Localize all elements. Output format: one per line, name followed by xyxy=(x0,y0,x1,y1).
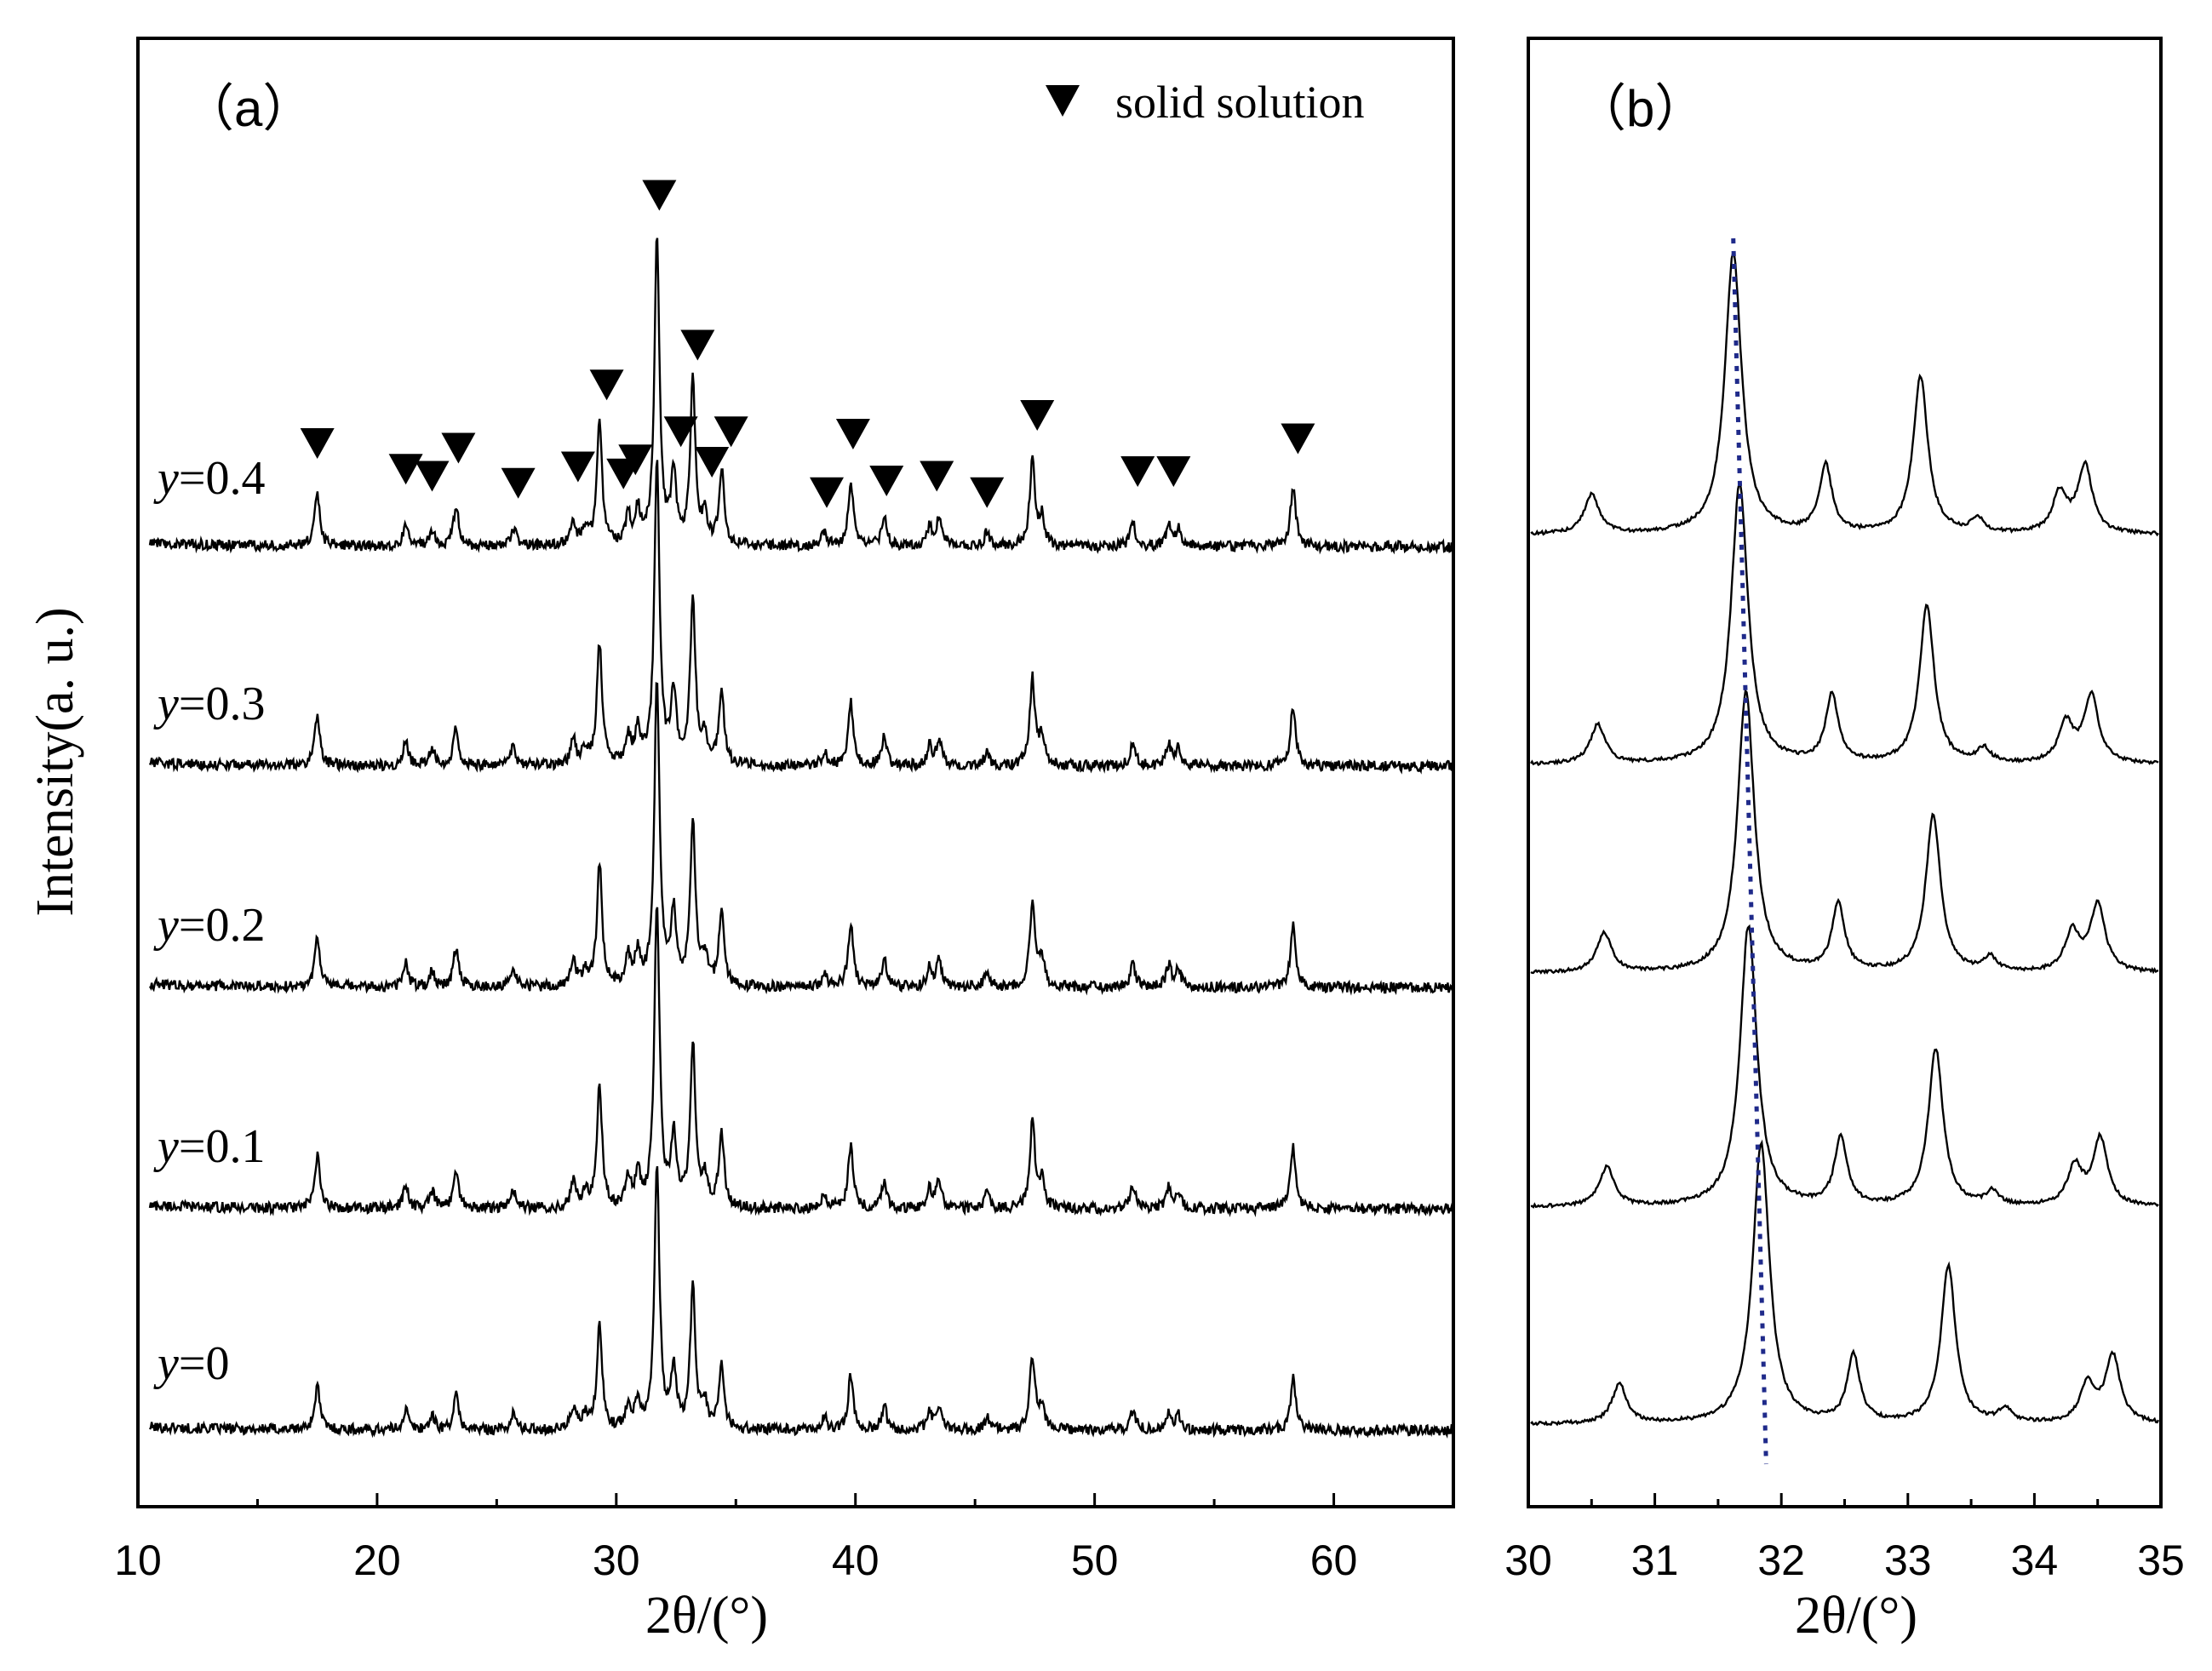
x-tick-label: 50 xyxy=(1071,1537,1119,1584)
panel-a-traces xyxy=(148,237,1455,1439)
panel-a-series-labels: y=0 y=0.1 y=0.2 y=0.3 y=0.4 xyxy=(153,452,265,1390)
x-tick-label: 10 xyxy=(114,1537,162,1584)
legend-marker xyxy=(1046,85,1080,117)
pattern-trace xyxy=(148,907,1454,1217)
solid-solution-marker xyxy=(713,416,748,448)
panel-b-label: （b） xyxy=(1575,80,1705,137)
x-tick-label: 35 xyxy=(2137,1537,2185,1584)
solid-solution-marker xyxy=(920,461,954,492)
solid-solution-marker xyxy=(501,467,536,499)
x-tick-label: 32 xyxy=(1757,1537,1805,1584)
solid-solution-marker xyxy=(1020,400,1055,431)
solid-solution-marker xyxy=(388,454,423,485)
panel-a: （a） solid solution 10 20 30 40 50 60 y=0 y=0.1… xyxy=(26,37,1455,1645)
solid-solution-marker xyxy=(810,477,845,508)
panel-a-markers xyxy=(300,180,1315,508)
pattern-trace xyxy=(148,682,1455,996)
panel-a-x-axis-title: 2θ/(°) xyxy=(645,1587,768,1645)
solid-solution-marker xyxy=(560,451,595,483)
legend-label: solid solution xyxy=(1115,77,1365,128)
solid-solution-marker xyxy=(1281,423,1315,455)
pattern-trace xyxy=(148,237,1455,555)
legend: solid solution xyxy=(1046,77,1365,128)
x-tick-label: 40 xyxy=(832,1537,880,1584)
series-label: y=0.3 xyxy=(153,678,265,730)
x-tick-label: 60 xyxy=(1310,1537,1358,1584)
zoom-trace xyxy=(1530,924,2159,1209)
zoom-trace xyxy=(1530,251,2159,537)
x-tick-label: 34 xyxy=(2011,1537,2059,1584)
x-tick-label: 30 xyxy=(1504,1537,1552,1584)
solid-solution-marker xyxy=(970,477,1005,508)
solid-solution-marker xyxy=(441,432,476,464)
solid-solution-marker xyxy=(680,329,715,361)
solid-solution-marker xyxy=(835,419,870,449)
solid-solution-marker xyxy=(415,461,450,492)
zoom-trace xyxy=(1530,1139,2160,1427)
panel-b-x-axis-title: 2θ/(°) xyxy=(1795,1587,1917,1645)
series-label: y=0.4 xyxy=(153,452,265,505)
solid-solution-marker xyxy=(695,447,730,478)
panel-a-label: （a） xyxy=(183,80,313,137)
x-tick-label: 33 xyxy=(1884,1537,1932,1584)
series-label: y=0.2 xyxy=(153,899,265,952)
panel-b-frame xyxy=(1527,37,2163,1508)
peak-shift-guide-line xyxy=(1731,237,1768,1465)
series-label: y=0.1 xyxy=(153,1120,265,1173)
solid-solution-marker xyxy=(869,466,904,496)
panel-b-traces xyxy=(1530,251,2160,1427)
solid-solution-marker xyxy=(1120,456,1155,487)
y-axis-title: Intensity(a. u.) xyxy=(26,607,84,916)
solid-solution-marker xyxy=(300,428,335,459)
solid-solution-marker xyxy=(642,180,677,211)
solid-solution-marker xyxy=(589,369,624,401)
panel-b-x-ticks: 30 31 32 33 34 35 xyxy=(1504,1493,2185,1584)
panel-a-x-ticks: 10 20 30 40 50 60 xyxy=(114,1493,1357,1584)
x-tick-label: 20 xyxy=(353,1537,401,1584)
pattern-trace xyxy=(148,460,1455,775)
pattern-trace xyxy=(148,1165,1454,1439)
panel-b: （b） 30 31 32 33 34 35 2θ/(°) xyxy=(1504,37,2185,1645)
zoom-trace xyxy=(1530,480,2159,766)
x-tick-label: 31 xyxy=(1631,1537,1679,1584)
series-label: y=0 xyxy=(153,1337,229,1390)
zoom-trace xyxy=(1530,688,2159,975)
solid-solution-marker xyxy=(663,416,698,448)
x-tick-label: 30 xyxy=(593,1537,640,1584)
solid-solution-marker xyxy=(618,444,653,476)
panel-a-frame xyxy=(136,37,1455,1508)
solid-solution-marker xyxy=(1156,456,1191,487)
